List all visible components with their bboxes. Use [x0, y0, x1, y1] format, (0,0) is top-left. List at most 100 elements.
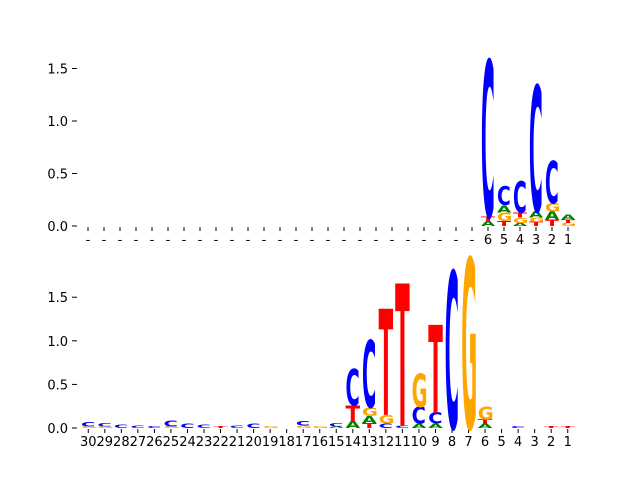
logo-letter-c: C — [81, 421, 95, 428]
logo-letter-g: G — [362, 405, 378, 419]
x-tick-label: 10 — [411, 435, 428, 450]
logo-letter-g: G — [529, 217, 544, 224]
logo-letter-c: C — [412, 402, 426, 429]
logo-letter-a: A — [428, 423, 443, 430]
x-tick-label: 15 — [328, 435, 345, 450]
y-tick-label: 1.5 — [47, 291, 68, 306]
logo-letter-g: G — [164, 426, 180, 429]
x-tick-label: - — [102, 233, 107, 248]
y-tick-label: 0.5 — [47, 168, 68, 183]
x-tick-label: 17 — [295, 435, 312, 450]
logo-letter-c: C — [230, 425, 244, 429]
y-tick-label: 0.0 — [47, 422, 68, 437]
logo-letter-a: A — [481, 220, 495, 228]
y-tick-label: 1.5 — [47, 63, 68, 78]
logo-letter-g: G — [296, 425, 312, 429]
logo-letter-c: C — [147, 426, 161, 429]
logo-letter-t: T — [362, 421, 377, 430]
x-tick-label: - — [150, 233, 155, 248]
logo-letter-c: C — [197, 424, 211, 429]
logo-letter-g: G — [412, 367, 428, 419]
x-tick-label: - — [406, 233, 411, 248]
logo-letter-c: C — [98, 422, 112, 427]
x-tick-label: 7 — [464, 435, 472, 450]
logo-letter-c: C — [529, 51, 543, 252]
logo-letter-c: C — [445, 228, 459, 479]
y-tick-label: 1.0 — [47, 115, 68, 130]
x-tick-label: 14 — [345, 435, 362, 450]
x-tick-label: - — [422, 233, 427, 248]
logo-letter-g: G — [312, 426, 328, 429]
x-tick-label: 1 — [564, 233, 572, 248]
logo-letter-t: T — [560, 426, 575, 429]
logo-letter-g: G — [263, 426, 279, 429]
x-tick-label: - — [390, 233, 395, 248]
logo-letter-t: T — [478, 418, 493, 425]
logo-letter-c: C — [497, 182, 511, 212]
x-tick-label: 25 — [163, 435, 180, 450]
logo-letter-c: C — [395, 425, 409, 429]
x-tick-label: 29 — [97, 435, 114, 450]
x-tick-label: 13 — [361, 435, 378, 450]
logo-letter-t: T — [513, 211, 528, 219]
x-tick-label: 3 — [532, 233, 540, 248]
logo-letter-g: G — [461, 212, 477, 480]
logo-letter-c: C — [329, 422, 343, 427]
logo-letter-g: G — [513, 217, 528, 225]
logo-letter-g: G — [81, 426, 97, 429]
logo-letter-a: A — [513, 222, 528, 227]
x-tick-label: 2 — [548, 233, 556, 248]
logo-letter-g: G — [98, 426, 114, 429]
x-tick-label: 28 — [113, 435, 130, 450]
y-tick-label: 0.5 — [47, 378, 68, 393]
x-tick-label: 5 — [497, 435, 505, 450]
logo-letter-t: T — [497, 220, 512, 228]
x-tick-label: 26 — [146, 435, 163, 450]
y-tick-label: 0.0 — [47, 220, 68, 235]
logo-letter-c: C — [346, 359, 360, 417]
logo-letter-t: T — [395, 244, 410, 472]
x-tick-label: 5 — [500, 233, 508, 248]
logo-letter-a: A — [362, 414, 377, 425]
x-tick-label: - — [166, 233, 171, 248]
logo-letter-a: A — [329, 426, 344, 429]
logo-letter-g: G — [561, 222, 576, 227]
x-tick-label: - — [262, 233, 267, 248]
x-tick-label: - — [358, 233, 363, 248]
logo-letter-c: C — [296, 420, 310, 427]
x-tick-label: - — [374, 233, 379, 248]
x-tick-label: - — [198, 233, 203, 248]
logo-letter-g: G — [478, 404, 494, 424]
x-tick-label: 4 — [516, 233, 524, 248]
x-tick-label: 19 — [262, 435, 279, 450]
x-tick-label: 3 — [531, 435, 539, 450]
logo-letter-t: T — [213, 426, 228, 429]
x-tick-label: 18 — [278, 435, 295, 450]
x-tick-label: 6 — [481, 435, 489, 450]
logo-letter-c: C — [246, 423, 260, 430]
logo-letter-g: G — [545, 201, 560, 214]
x-tick-label: 8 — [448, 435, 456, 450]
logo-letter-t: T — [545, 218, 559, 228]
logo-letter-a: A — [412, 423, 427, 430]
logo-letter-c: C — [481, 18, 495, 267]
x-tick-label: 2 — [547, 435, 555, 450]
logo-letter-c: C — [362, 321, 376, 429]
logo-letter-c: C — [131, 425, 145, 429]
top-logo-panel: 0.00.51.01.5- - - - - - - - - - - - - - - - - - - - - - - - -6 5 4… — [47, 18, 576, 267]
logo-letter-c: C — [428, 410, 442, 428]
logo-letter-c: C — [511, 426, 525, 429]
x-tick-label: - — [278, 233, 283, 248]
logo-letter-t: T — [561, 219, 576, 224]
x-tick-label: - — [342, 233, 347, 248]
logo-letter-t: T — [529, 221, 544, 228]
x-tick-label: - — [134, 233, 139, 248]
logo-letter-c: C — [164, 418, 178, 428]
x-tick-label: 6 — [484, 233, 492, 248]
logo-letter-c: C — [180, 423, 194, 430]
y-tick-label: 1.0 — [47, 335, 68, 350]
logo-letter-t: T — [346, 402, 361, 427]
x-tick-label: - — [246, 233, 251, 248]
x-tick-label: 27 — [130, 435, 147, 450]
